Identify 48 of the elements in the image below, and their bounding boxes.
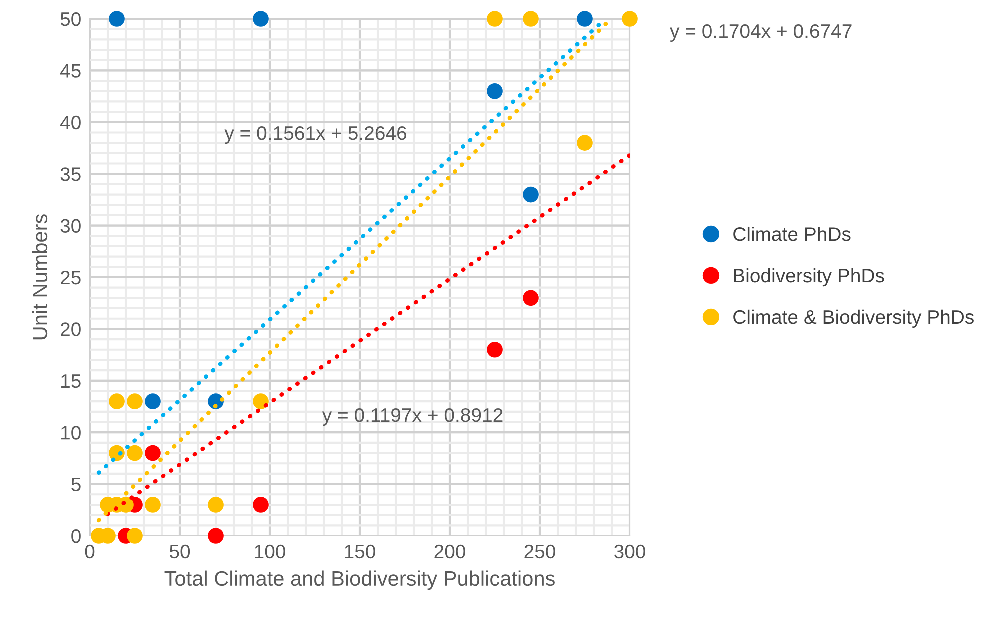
point	[523, 11, 539, 27]
point	[208, 528, 224, 544]
x-tick-label: 300	[614, 544, 646, 559]
annotation: y = 0.1197x + 0.8912	[322, 408, 503, 426]
legend-label: Climate & Biodiversity PhDs	[734, 310, 974, 328]
point	[487, 342, 503, 358]
y-tick-label: 40	[60, 116, 81, 130]
y-tick-label: 10	[62, 426, 81, 440]
point	[109, 11, 125, 27]
legend-label: Climate PhDs	[734, 226, 851, 242]
point	[487, 83, 503, 100]
y-tick-label: 30	[60, 219, 81, 234]
text: y = 0.1704x + 0.6747	[670, 24, 852, 42]
x-tick-label: 150	[345, 544, 376, 559]
point	[487, 11, 503, 27]
x-tick-label: 200	[434, 544, 466, 559]
point	[127, 445, 143, 462]
y-tick-label: 20	[61, 322, 81, 336]
point	[577, 135, 593, 151]
point	[145, 445, 161, 462]
y-tick-label: 5	[72, 478, 81, 492]
y-tick-label: 25	[61, 270, 81, 285]
y-tick-label: 45	[60, 64, 81, 78]
point	[145, 497, 161, 513]
x-tick-label: 50	[170, 544, 190, 559]
y-tick-label: 0	[72, 529, 81, 544]
x-axis-title: Total Climate and Biodiversity Publications	[164, 570, 555, 590]
point	[127, 394, 143, 410]
point	[109, 394, 125, 410]
point	[523, 290, 539, 306]
point	[622, 11, 638, 27]
x-tick-label: 250	[524, 544, 556, 559]
point	[145, 394, 161, 410]
point	[127, 528, 143, 544]
point	[253, 11, 269, 27]
point	[208, 497, 224, 513]
point	[577, 11, 593, 27]
x-tick-label: 0	[85, 544, 95, 559]
legend-label: Biodiversity PhDs	[734, 268, 884, 287]
point	[253, 394, 269, 410]
point	[523, 186, 539, 203]
x-tick-label: 100	[255, 544, 286, 559]
y-tick-label: 50	[60, 12, 81, 26]
y-tick-label: 15	[62, 374, 81, 388]
y-axis-title: Unit Numbers	[32, 214, 48, 340]
y-tick-label: 35	[60, 168, 81, 182]
annotation: y = 0.1561x + 5.2646	[224, 126, 407, 144]
point	[253, 497, 269, 513]
